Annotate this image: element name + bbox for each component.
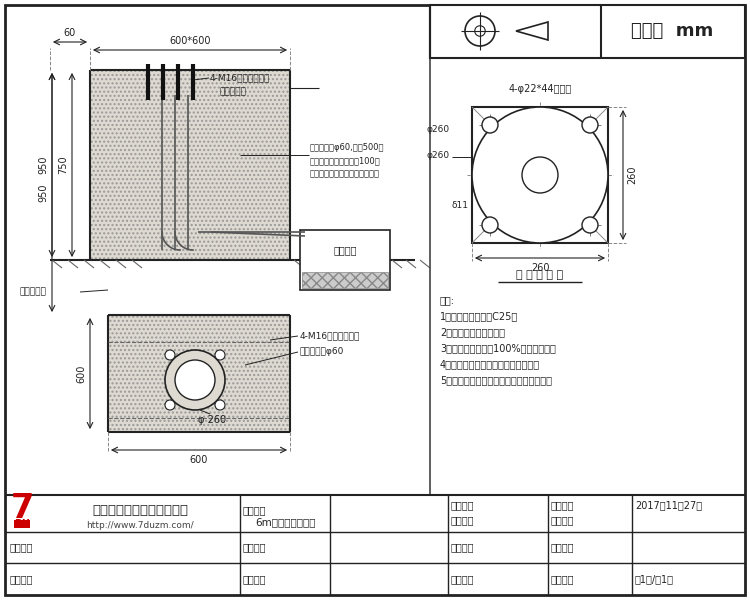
Text: 600*600: 600*600 [170, 36, 211, 46]
Text: 60: 60 [64, 28, 76, 38]
Text: 950: 950 [38, 156, 48, 174]
Bar [472, 107, 608, 243]
Circle shape [215, 350, 225, 360]
Text: 共1页/第1页: 共1页/第1页 [635, 574, 674, 584]
Circle shape [522, 157, 558, 193]
Text: 图纸绘制: 图纸绘制 [451, 500, 475, 510]
Circle shape [165, 350, 225, 410]
Circle shape [175, 360, 215, 400]
Text: 600: 600 [76, 364, 86, 383]
Circle shape [165, 400, 175, 410]
Text: δ11: δ11 [452, 200, 469, 209]
Circle shape [482, 217, 498, 233]
Text: 6m太阳能路灯基础: 6m太阳能路灯基础 [255, 517, 315, 527]
Text: 5、基础大小可根据地质情况，适当调整。: 5、基础大小可根据地质情况，适当调整。 [440, 375, 552, 385]
Text: 4-M16地脚螺栓均布: 4-M16地脚螺栓均布 [210, 73, 270, 82]
Bar [302, 272, 388, 288]
Text: 螺纹钢捆绑: 螺纹钢捆绑 [20, 287, 46, 296]
Circle shape [472, 107, 608, 243]
Bar [108, 315, 290, 432]
Circle shape [475, 26, 485, 36]
Text: 950: 950 [38, 183, 48, 202]
Bar [90, 70, 290, 260]
Text: 图纸内容: 图纸内容 [243, 505, 266, 515]
Text: 各注:: 各注: [440, 295, 455, 305]
Text: 东莞七度照明科技有限公司: 东莞七度照明科技有限公司 [92, 503, 188, 517]
Text: 260: 260 [627, 166, 637, 184]
Circle shape [482, 117, 498, 133]
Text: 单位：  mm: 单位： mm [631, 22, 713, 40]
Text: 预埋电缆管φ60: 预埋电缆管φ60 [300, 347, 344, 356]
Text: φ260: φ260 [427, 125, 450, 134]
Text: 出货日期: 出货日期 [551, 542, 574, 552]
Circle shape [465, 16, 495, 46]
Text: 基础同混土: 基础同混土 [220, 88, 247, 97]
Text: 生产单号: 生产单号 [10, 542, 34, 552]
Text: 图纸页码: 图纸页码 [551, 574, 574, 584]
Bar [14, 520, 30, 528]
Bar [300, 230, 390, 290]
Text: 客户名称: 客户名称 [10, 574, 34, 584]
Text: 法 兰 平 面 图: 法 兰 平 面 图 [517, 270, 563, 280]
Text: 绘制日期: 绘制日期 [551, 500, 574, 510]
Text: 2017年11月27日: 2017年11月27日 [635, 500, 702, 510]
Circle shape [582, 117, 598, 133]
Text: 图纸校对: 图纸校对 [451, 574, 475, 584]
Polygon shape [516, 22, 548, 40]
Text: 露出地面部分置于基落中心位置: 露出地面部分置于基落中心位置 [310, 169, 380, 179]
Text: 内容复核: 内容复核 [451, 515, 475, 525]
Text: 4-M16地脚螺栓均布: 4-M16地脚螺栓均布 [300, 331, 360, 340]
Text: 蓄电池箱: 蓄电池箱 [333, 245, 357, 255]
Text: 2、回填土应分层夯实；: 2、回填土应分层夯实； [440, 327, 505, 337]
Text: φ260: φ260 [427, 151, 450, 160]
Text: 7: 7 [10, 491, 34, 524]
Circle shape [165, 350, 175, 360]
Text: 3、基础振固达到约100%时方可安装；: 3、基础振固达到约100%时方可安装； [440, 343, 556, 353]
Text: 预埋穿线管φ60,埋深500，: 预埋穿线管φ60,埋深500， [310, 143, 385, 152]
Circle shape [215, 400, 225, 410]
Text: 生产日期: 生产日期 [551, 515, 574, 525]
Text: 4-φ22*44孔均布: 4-φ22*44孔均布 [509, 84, 572, 94]
Text: 260: 260 [531, 263, 549, 273]
Text: 750: 750 [58, 155, 68, 175]
Text: http://www.7duzm.com/: http://www.7duzm.com/ [86, 520, 194, 529]
Text: 内容复核: 内容复核 [451, 542, 475, 552]
Text: 产品数量: 产品数量 [243, 574, 266, 584]
Text: φ 260: φ 260 [198, 415, 226, 425]
Bar [430, 5, 745, 58]
Circle shape [582, 217, 598, 233]
Text: 穿线管露露出基础平面100，: 穿线管露露出基础平面100， [310, 157, 381, 166]
Text: 1、基础混凝土采用C25，: 1、基础混凝土采用C25， [440, 311, 518, 321]
Text: DU: DU [14, 519, 30, 529]
Text: 产品规格: 产品规格 [243, 542, 266, 552]
Text: 600: 600 [190, 455, 209, 465]
Text: 4、穿线管根据实际需要，适当调整。: 4、穿线管根据实际需要，适当调整。 [440, 359, 540, 369]
